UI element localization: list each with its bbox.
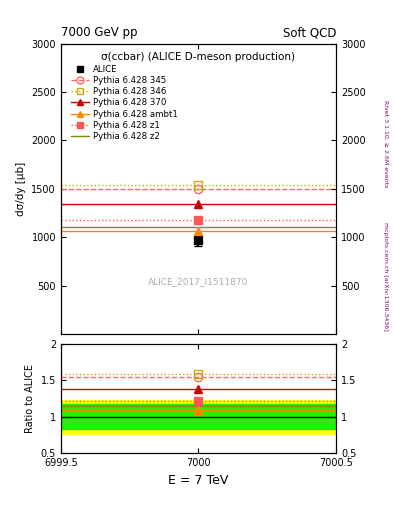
Y-axis label: Ratio to ALICE: Ratio to ALICE (25, 364, 35, 433)
Text: mcplots.cern.ch [arXiv:1306.3436]: mcplots.cern.ch [arXiv:1306.3436] (383, 222, 388, 331)
X-axis label: E = 7 TeV: E = 7 TeV (168, 474, 229, 486)
Text: Rivet 3.1.10, ≥ 2.6M events: Rivet 3.1.10, ≥ 2.6M events (383, 100, 388, 187)
Text: σ(ccbar) (ALICE D-meson production): σ(ccbar) (ALICE D-meson production) (101, 52, 296, 62)
Text: 7000 GeV pp: 7000 GeV pp (61, 26, 138, 39)
Bar (61, 400, 336, 434)
Text: ALICE_2017_I1511870: ALICE_2017_I1511870 (148, 278, 249, 286)
Text: Soft QCD: Soft QCD (283, 26, 336, 39)
Y-axis label: dσ/dy [μb]: dσ/dy [μb] (16, 162, 26, 216)
Legend: ALICE, Pythia 6.428 345, Pythia 6.428 346, Pythia 6.428 370, Pythia 6.428 ambt1,: ALICE, Pythia 6.428 345, Pythia 6.428 34… (68, 62, 180, 143)
Bar (61, 404, 336, 429)
